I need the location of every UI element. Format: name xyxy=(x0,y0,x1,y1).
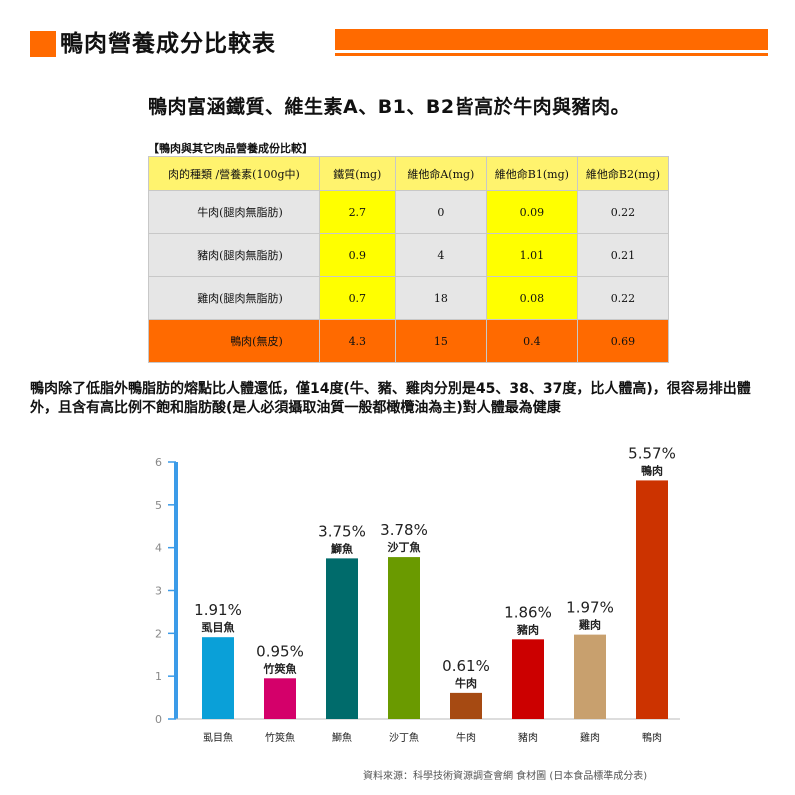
page-header: 鴨肉營養成分比較表 xyxy=(30,27,768,61)
y-tick-label: 6 xyxy=(155,456,162,469)
x-tick-label: 鴨肉 xyxy=(642,731,662,744)
bar xyxy=(202,637,234,719)
data-label: 1.86% xyxy=(504,603,552,621)
bar-series-label: 鰤魚 xyxy=(331,541,353,555)
table-row: 雞肉(腿肉無脂肪) 0.7 18 0.08 0.22 xyxy=(148,276,670,320)
data-label: 1.97% xyxy=(566,599,614,617)
x-tick-label: 雞肉 xyxy=(580,731,600,744)
bar xyxy=(574,634,606,719)
table-row: 牛肉(腿肉無脂肪) 2.7 0 0.09 0.22 xyxy=(148,190,670,234)
y-tick-label: 5 xyxy=(155,499,162,512)
bar xyxy=(450,692,482,719)
table-cell: 0.22 xyxy=(576,276,670,320)
y-tick-label: 2 xyxy=(155,627,162,640)
row-name: 牛肉(腿肉無脂肪) xyxy=(148,190,320,234)
bar xyxy=(636,480,668,719)
y-tick-label: 0 xyxy=(155,713,162,726)
table-cell: 4.3 xyxy=(318,319,396,363)
table-header-cell: 鐵質(mg) xyxy=(318,156,396,191)
table-cell: 0.69 xyxy=(576,319,670,363)
table-cell: 0 xyxy=(394,190,487,234)
header-accent-line xyxy=(335,53,768,56)
row-name: 豬肉(腿肉無脂肪) xyxy=(148,233,320,277)
bar-series-label: 鴨肉 xyxy=(641,463,663,477)
data-label: 0.61% xyxy=(442,657,490,675)
data-label: 0.95% xyxy=(256,642,304,660)
page-title: 鴨肉營養成分比較表 xyxy=(60,31,276,57)
fat-melting-bar-chart: 0123456虱目魚1.91%虱目魚竹筴魚0.95%竹筴魚鰤魚3.75%鰤魚沙丁… xyxy=(155,444,680,744)
table-cell: 0.21 xyxy=(576,233,670,277)
header-accent-square xyxy=(30,31,56,57)
table-cell: 1.01 xyxy=(485,233,578,277)
table-cell: 4 xyxy=(394,233,487,277)
table-cell: 0.22 xyxy=(576,190,670,234)
table-header-cell: 肉的種類 /營養素(100g中) xyxy=(148,156,320,191)
bar-series-label: 沙丁魚 xyxy=(388,540,421,554)
table-row: 豬肉(腿肉無脂肪) 0.9 4 1.01 0.21 xyxy=(148,233,670,277)
table-cell: 18 xyxy=(394,276,487,320)
x-tick-label: 虱目魚 xyxy=(203,731,233,744)
table-cell: 0.4 xyxy=(485,319,578,363)
table-cell: 15 xyxy=(394,319,487,363)
table-cell: 0.9 xyxy=(318,233,396,277)
table-cell: 0.08 xyxy=(485,276,578,320)
data-label: 3.75% xyxy=(318,522,366,540)
x-tick-label: 豬肉 xyxy=(518,731,538,744)
nutrition-table: 肉的種類 /營養素(100g中) 鐵質(mg) 維他命A(mg) 維他命B1(m… xyxy=(148,156,670,363)
source-note: 資料來源：科學技術資源調查會網 食材圖 (日本食品標準成分表) xyxy=(363,771,648,782)
subtitle: 鴨肉富涵鐵質、維生素A、B1、B2皆高於牛肉與豬肉。 xyxy=(148,96,631,118)
bar-series-label: 豬肉 xyxy=(516,622,539,636)
y-tick-label: 3 xyxy=(155,585,162,598)
bar-series-label: 虱目魚 xyxy=(202,620,235,634)
x-tick-label: 沙丁魚 xyxy=(389,731,419,744)
description-paragraph: 鴨肉除了低脂外鴨脂肪的熔點比人體還低，僅14度(牛、豬、雞肉分別是45、38、3… xyxy=(30,381,751,416)
header-accent-bar xyxy=(335,29,768,50)
table-header-cell: 維他命B2(mg) xyxy=(576,156,670,191)
table-header-row: 肉的種類 /營養素(100g中) 鐵質(mg) 維他命A(mg) 維他命B1(m… xyxy=(148,156,670,191)
data-label: 3.78% xyxy=(380,521,428,539)
y-tick-label: 4 xyxy=(155,542,162,555)
table-cell: 0.09 xyxy=(485,190,578,234)
table-caption: 【鴨肉與其它肉品營養成份比較】 xyxy=(148,142,313,155)
bar xyxy=(326,558,358,719)
table-row-duck: 鴨肉(無皮) 4.3 15 0.4 0.69 xyxy=(148,319,670,363)
table-header-cell: 維他命B1(mg) xyxy=(485,156,578,191)
bar xyxy=(264,678,296,719)
row-name: 鴨肉(無皮) xyxy=(148,319,320,363)
bar-series-label: 竹筴魚 xyxy=(263,661,297,675)
data-label: 1.91% xyxy=(194,601,242,619)
bar xyxy=(388,557,420,719)
x-tick-label: 鰤魚 xyxy=(332,731,352,744)
data-label: 5.57% xyxy=(628,444,676,462)
table-cell: 0.7 xyxy=(318,276,396,320)
x-tick-label: 牛肉 xyxy=(456,731,476,744)
x-tick-label: 竹筴魚 xyxy=(265,731,295,744)
y-tick-label: 1 xyxy=(155,670,162,683)
bar xyxy=(512,639,544,719)
bar-series-label: 牛肉 xyxy=(455,676,477,690)
table-header-cell: 維他命A(mg) xyxy=(394,156,487,191)
bar-series-label: 雞肉 xyxy=(578,618,601,632)
row-name: 雞肉(腿肉無脂肪) xyxy=(148,276,320,320)
table-cell: 2.7 xyxy=(318,190,396,234)
